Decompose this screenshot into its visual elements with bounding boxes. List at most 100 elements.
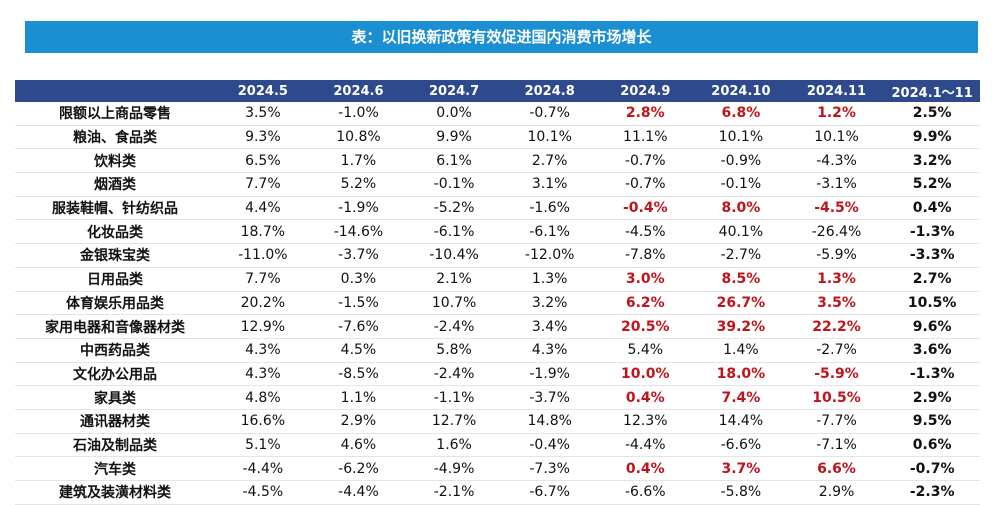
value-cell: -4.5% [215,480,311,505]
value-cell: 10.8% [310,125,407,150]
value-cell: 2.1% [406,267,502,292]
value-cell: 22.2% [788,314,885,339]
table-row: 饮料类 6.5% 1.7% 6.1% 2.7% -0.7% -0.9% -4.3% 3.2% [15,148,980,174]
value-cell: -6.6% [597,480,694,505]
value-cell: 3.5% [788,291,885,316]
value-cell: -2.1% [406,480,502,505]
value-cell: 0.3% [310,267,407,292]
value-cell: 9.9% [406,125,502,150]
value-cell: -4.9% [406,456,502,481]
header-cell [15,80,216,102]
table-row: 粮油、食品类 9.3% 10.8% 9.9% 10.1% 11.1% 10.1% 10.1% 9… [15,125,980,150]
value-cell: -1.9% [501,362,598,387]
value-cell: 5.4% [597,338,694,363]
value-cell: -3.3% [884,243,980,268]
value-cell: 3.6% [884,338,980,363]
value-cell: -0.7% [597,148,694,174]
value-cell: 7.7% [215,267,311,292]
value-cell: 39.2% [693,314,789,339]
row-label: 家具类 [15,385,216,410]
value-cell: -2.4% [406,314,502,339]
value-cell: 1.3% [501,267,598,292]
table-row: 汽车类 -4.4% -6.2% -4.9% -7.3% 0.4% 3.7% 6.6% -0.7% [15,456,980,481]
value-cell: 1.2% [788,102,885,126]
value-cell: 1.6% [406,433,502,458]
value-cell: 20.5% [597,314,694,339]
row-label: 服装鞋帽、针纺织品 [15,196,216,221]
value-cell: 3.5% [215,102,311,126]
value-cell: 4.6% [310,433,407,458]
value-cell: -5.2% [406,196,502,221]
header-cell: 2024.10 [693,80,789,102]
value-cell: 10.1% [501,125,598,150]
value-cell: -5.9% [788,243,885,268]
data-table: 2024.5 2024.6 2024.7 2024.8 2024.9 2024.10 202… [15,80,980,505]
table-row: 服装鞋帽、针纺织品 4.4% -1.9% -5.2% -1.6% -0.4% 8.0% -4.… [15,196,980,221]
value-cell: 2.9% [884,385,980,410]
value-cell: 5.2% [310,172,407,197]
table-row: 金银珠宝类 -11.0% -3.7% -10.4% -12.0% -7.8% -2.7% -5… [15,243,980,268]
header-cell: 2024.1～11 [884,80,980,102]
value-cell: 3.4% [501,314,598,339]
value-cell: 6.1% [406,148,502,174]
value-cell: -4.5% [788,196,885,221]
value-cell: 2.9% [310,409,407,434]
value-cell: 0.4% [597,385,694,410]
value-cell: 1.4% [693,338,789,363]
value-cell: -7.8% [597,243,694,268]
value-cell: 3.0% [597,267,694,292]
header-cell: 2024.8 [501,80,598,102]
value-cell: -7.1% [788,433,885,458]
value-cell: -10.4% [406,243,502,268]
value-cell: -8.5% [310,362,407,387]
value-cell: -1.3% [884,362,980,387]
header-cell: 2024.9 [597,80,694,102]
value-cell: 4.3% [215,362,311,387]
value-cell: -0.1% [693,172,789,197]
value-cell: -0.4% [501,433,598,458]
value-cell: -6.1% [406,219,502,245]
row-label: 金银珠宝类 [15,243,216,268]
table-row: 烟酒类 7.7% 5.2% -0.1% 3.1% -0.7% -0.1% -3.1% 5.2% [15,172,980,197]
table-row: 文化办公用品 4.3% -8.5% -2.4% -1.9% 10.0% 18.0% -5.9%… [15,362,980,387]
value-cell: 2.8% [597,102,694,126]
value-cell: -1.3% [884,219,980,245]
value-cell: -2.7% [788,338,885,363]
value-cell: 2.5% [884,102,980,126]
value-cell: 9.3% [215,125,311,150]
value-cell: 12.7% [406,409,502,434]
value-cell: -6.1% [501,219,598,245]
value-cell: -4.3% [788,148,885,174]
value-cell: 9.6% [884,314,980,339]
header-cell: 2024.7 [406,80,502,102]
value-cell: 10.7% [406,291,502,316]
value-cell: 2.7% [501,148,598,174]
value-cell: 18.7% [215,219,311,245]
value-cell: -3.1% [788,172,885,197]
table-row: 家具类 4.8% 1.1% -1.1% -3.7% 0.4% 7.4% 10.5% 2.9% [15,385,980,410]
value-cell: 4.3% [501,338,598,363]
value-cell: -0.7% [884,456,980,481]
value-cell: -3.7% [310,243,407,268]
value-cell: -1.0% [310,102,407,126]
value-cell: 40.1% [693,219,789,245]
value-cell: 3.2% [884,148,980,174]
value-cell: -0.7% [597,172,694,197]
value-cell: -7.6% [310,314,407,339]
value-cell: -7.7% [788,409,885,434]
value-cell: -5.8% [693,480,789,505]
value-cell: -11.0% [215,243,311,268]
value-cell: 9.5% [884,409,980,434]
value-cell: 4.5% [310,338,407,363]
row-label: 烟酒类 [15,172,216,197]
value-cell: 6.2% [597,291,694,316]
value-cell: 10.1% [693,125,789,150]
value-cell: 10.0% [597,362,694,387]
value-cell: 7.7% [215,172,311,197]
value-cell: 6.5% [215,148,311,174]
table-row: 化妆品类 18.7% -14.6% -6.1% -6.1% -4.5% 40.1% -26.4… [15,219,980,245]
value-cell: 5.2% [884,172,980,197]
row-label: 文化办公用品 [15,362,216,387]
value-cell: -1.9% [310,196,407,221]
value-cell: -2.4% [406,362,502,387]
